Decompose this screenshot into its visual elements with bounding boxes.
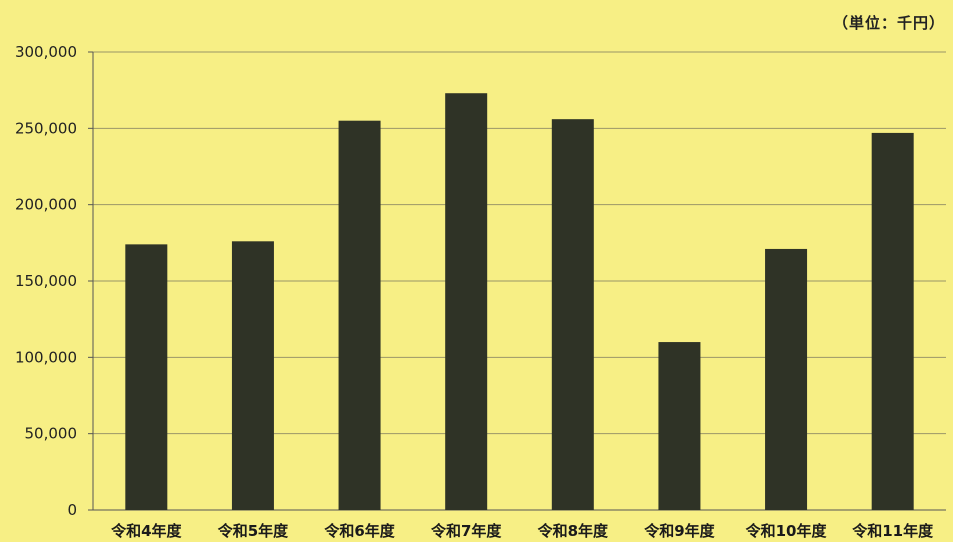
y-tick-label: 150,000 xyxy=(15,272,77,290)
bars xyxy=(125,93,914,511)
x-tick-label: 令和8年度 xyxy=(538,522,609,540)
y-tick-label: 50,000 xyxy=(25,425,78,443)
y-tick-label: 200,000 xyxy=(15,196,77,214)
x-tick-label: 令和9年度 xyxy=(644,522,715,540)
bar-3 xyxy=(338,120,381,510)
bar-1 xyxy=(125,244,168,511)
y-tick-label: 300,000 xyxy=(15,43,77,61)
bar-6 xyxy=(658,342,701,510)
bar-8 xyxy=(871,132,914,510)
y-tick-label: 0 xyxy=(67,501,77,519)
x-tick-label: 令和6年度 xyxy=(324,522,395,540)
x-tick-label: 令和11年度 xyxy=(852,522,934,540)
unit-label: （単位：千円） xyxy=(832,14,945,32)
y-tick-label: 100,000 xyxy=(15,348,77,366)
bar-2 xyxy=(231,241,274,510)
x-tick-label: 令和5年度 xyxy=(218,522,289,540)
y-tick-label: 250,000 xyxy=(15,119,77,137)
grid-lines xyxy=(93,51,946,435)
bar-4 xyxy=(445,93,488,510)
bar-5 xyxy=(551,119,594,510)
x-tick-label: 令和7年度 xyxy=(431,522,502,540)
bar-7 xyxy=(765,248,808,510)
x-tick-labels: 令和4年度 令和5年度 令和6年度 令和7年度 令和8年度 令和9年度 令和10年度 令和11… xyxy=(111,522,934,540)
x-tick-label: 令和4年度 xyxy=(111,522,182,540)
x-tick-label: 令和10年度 xyxy=(746,522,828,540)
y-tick-labels: 0 50,000 100,000 150,000 200,000 250,000 300,0… xyxy=(15,43,77,519)
